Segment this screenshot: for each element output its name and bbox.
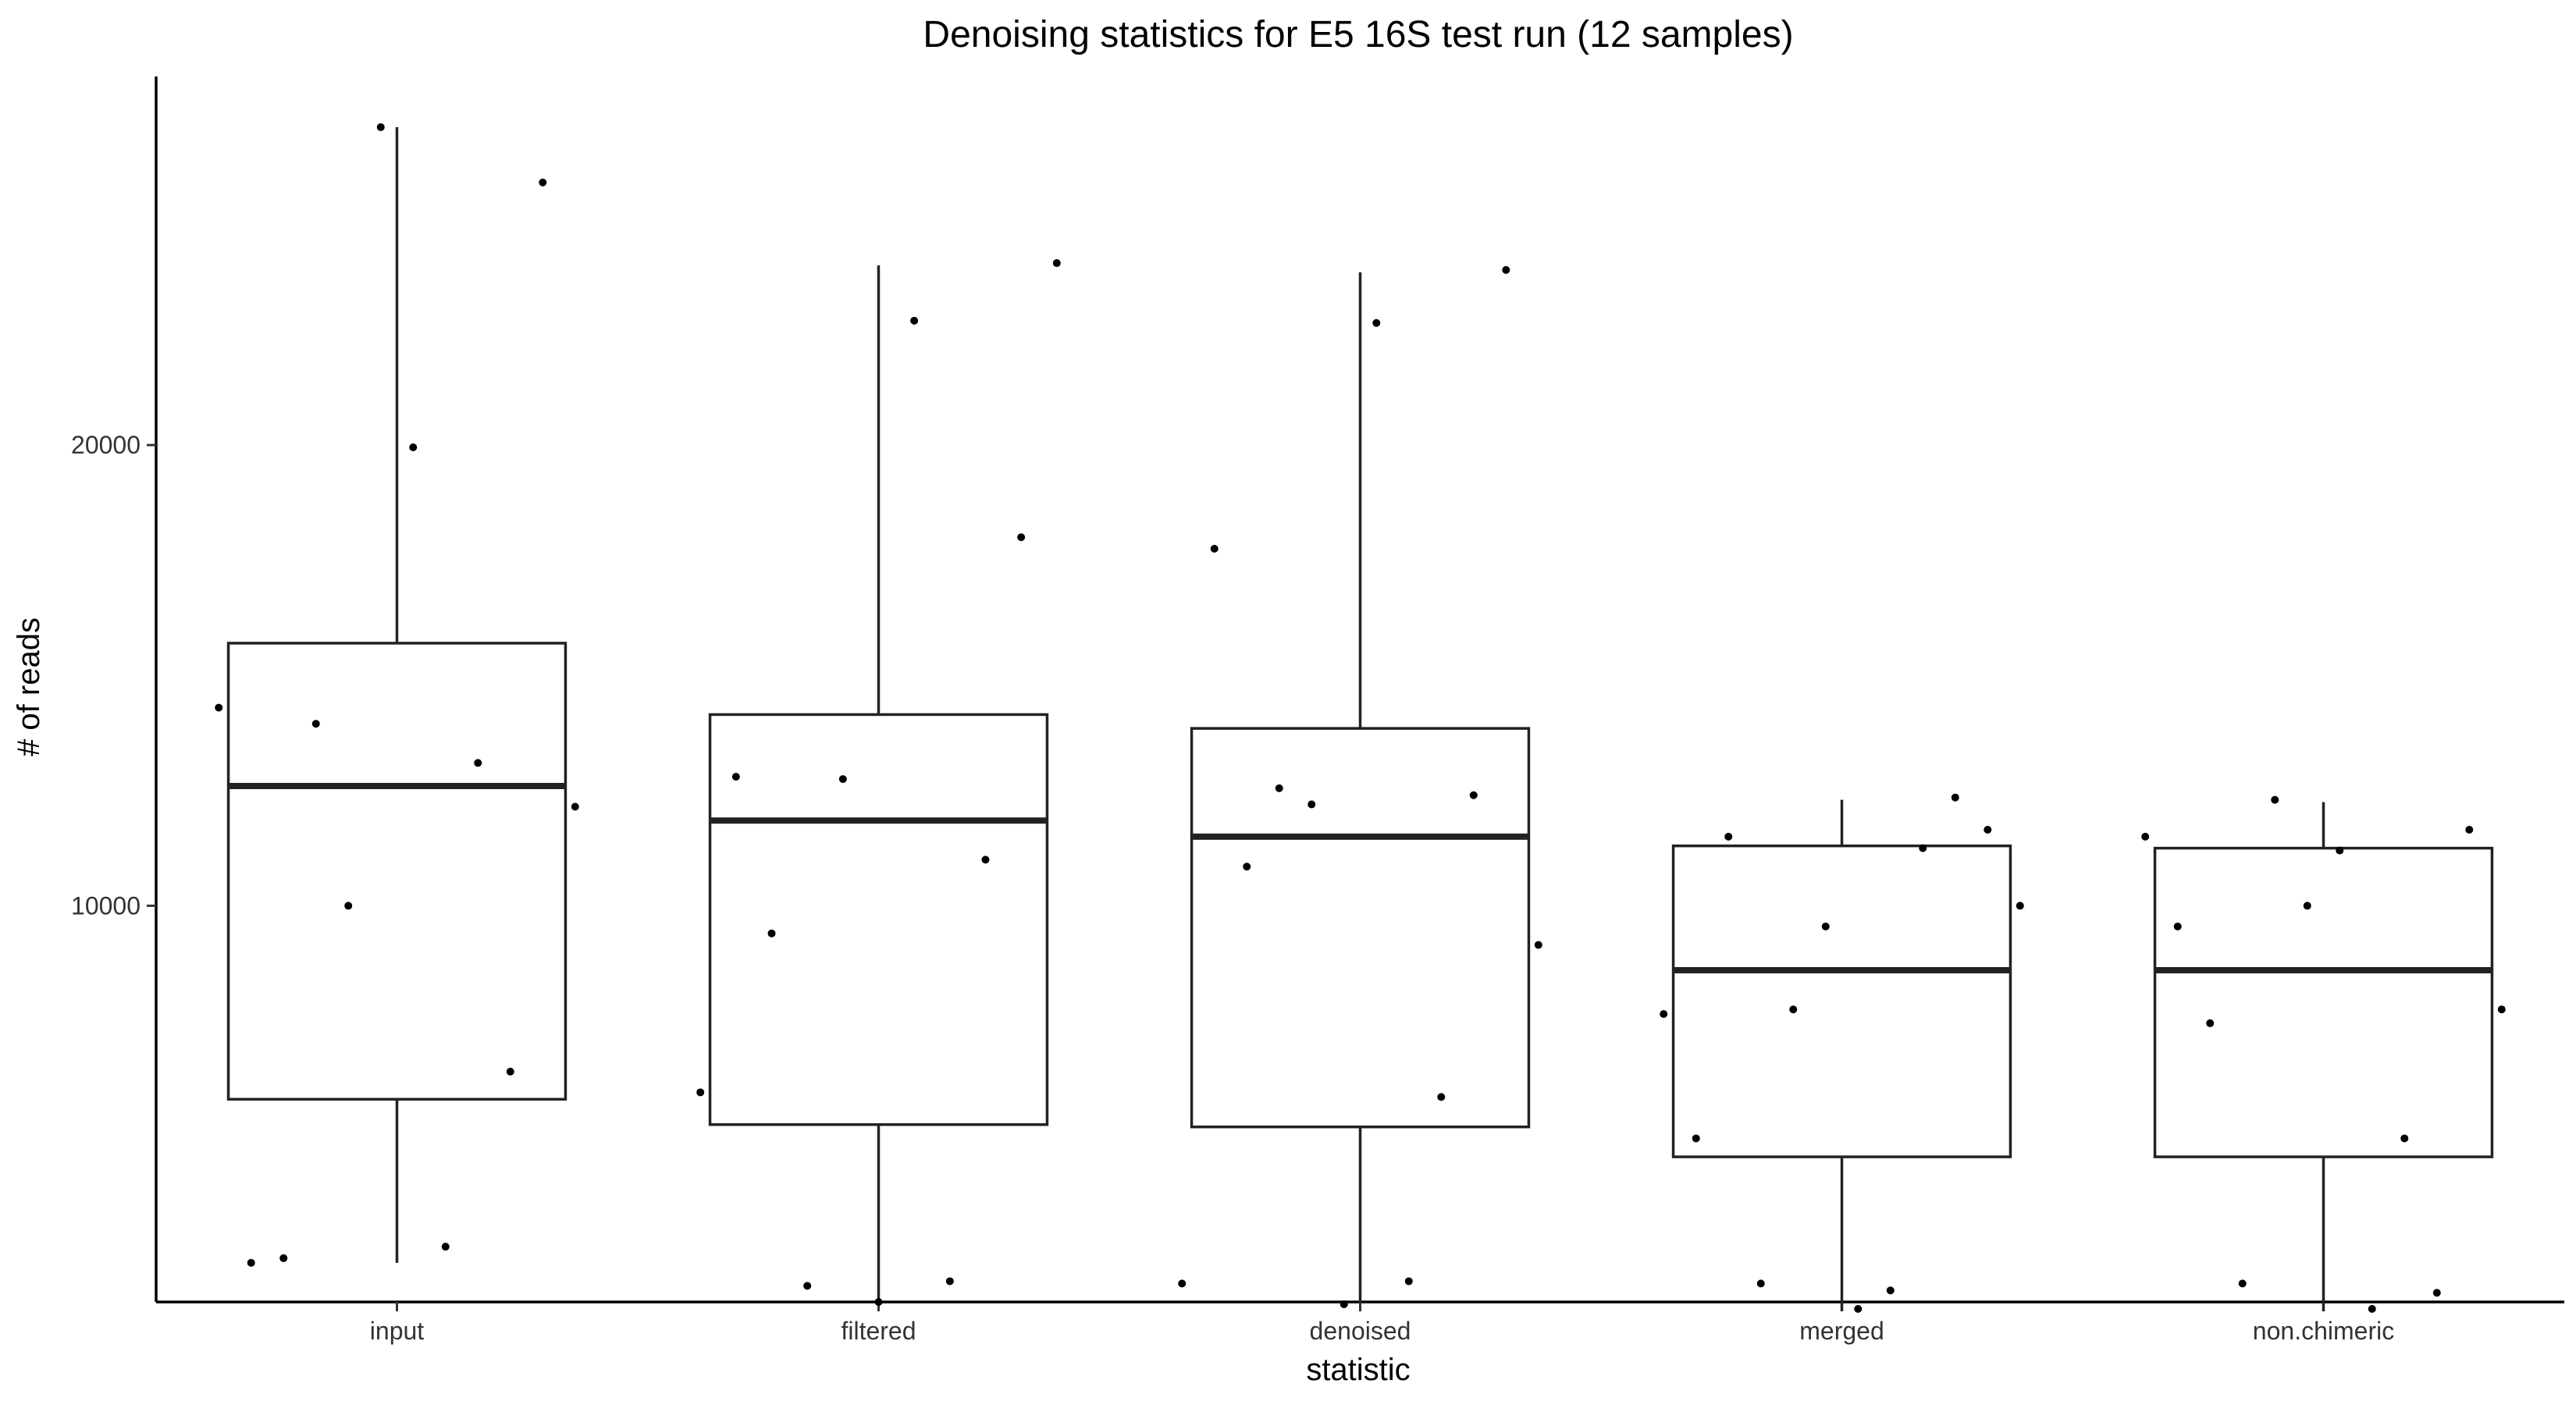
box-denoised	[1190, 727, 1531, 1129]
y-tick-label: 20000	[71, 431, 141, 459]
data-point	[506, 1067, 514, 1076]
data-point	[2206, 1019, 2215, 1027]
x-axis-title: statistic	[1306, 1353, 1410, 1387]
data-point	[1052, 259, 1061, 268]
data-point	[247, 1258, 255, 1267]
data-point	[409, 443, 418, 452]
data-point	[474, 759, 482, 767]
data-point	[1469, 791, 1478, 799]
data-point	[2016, 902, 2024, 910]
box-filtered	[708, 713, 1049, 1126]
data-point	[2141, 832, 2150, 841]
data-point	[1340, 1300, 1348, 1308]
data-point	[1854, 1304, 1863, 1313]
data-point	[1502, 265, 1510, 274]
x-tick-label: input	[370, 1317, 425, 1345]
y-axis-title: # of reads	[12, 617, 46, 756]
data-point	[2432, 1289, 2441, 1297]
data-point	[1017, 533, 1026, 542]
data-point	[344, 902, 353, 910]
x-tick-label: denoised	[1310, 1317, 1411, 1345]
data-point	[803, 1282, 812, 1290]
data-point	[1660, 1010, 1668, 1019]
data-point	[2400, 1134, 2409, 1143]
box-merged	[1671, 844, 2012, 1158]
data-point	[1692, 1134, 1700, 1143]
data-point	[1886, 1286, 1895, 1295]
data-point	[1919, 844, 1927, 852]
data-point	[1372, 318, 1381, 327]
x-tick-label: non.chimeric	[2253, 1317, 2394, 1345]
data-point	[215, 703, 223, 712]
data-point	[2336, 846, 2344, 855]
data-point	[696, 1088, 705, 1097]
box-input	[226, 642, 568, 1101]
data-point	[910, 316, 919, 325]
data-point	[1821, 922, 1830, 930]
data-point	[731, 773, 740, 781]
data-point	[838, 775, 847, 784]
data-point	[874, 1298, 883, 1306]
data-point	[2173, 922, 2182, 930]
box-non.chimeric	[2153, 846, 2494, 1158]
data-point	[1789, 1005, 1798, 1014]
data-point	[767, 929, 776, 937]
data-point	[1951, 793, 1959, 802]
data-point	[2303, 902, 2311, 910]
data-point	[1724, 832, 1733, 841]
data-point	[1404, 1277, 1413, 1286]
data-point	[571, 802, 579, 811]
data-point	[1756, 1279, 1765, 1288]
data-point	[981, 855, 990, 864]
plot-area: 10000 20000 input filtered denoised merged non…	[71, 76, 2564, 1345]
data-point	[2465, 826, 2474, 834]
data-point	[1984, 826, 1992, 834]
data-point	[1308, 800, 1316, 809]
chart-title: Denoising statistics for E5 16S test run…	[923, 14, 1793, 55]
data-point	[539, 178, 547, 187]
data-point	[2271, 795, 2279, 804]
data-point	[2368, 1304, 2376, 1313]
data-point	[441, 1243, 450, 1251]
data-point	[1534, 941, 1542, 949]
data-point	[311, 720, 320, 728]
y-tick-label: 10000	[71, 891, 141, 919]
x-tick-label: merged	[1799, 1317, 1884, 1345]
data-point	[376, 123, 385, 131]
data-point	[2238, 1279, 2247, 1288]
data-point	[945, 1277, 954, 1286]
data-point	[1437, 1093, 1446, 1101]
data-point	[1275, 784, 1283, 792]
data-point	[279, 1254, 288, 1262]
x-tick-label: filtered	[841, 1317, 916, 1345]
data-point	[2497, 1005, 2506, 1014]
data-point	[1243, 863, 1251, 871]
data-point	[1210, 544, 1219, 553]
data-point	[1178, 1279, 1187, 1288]
